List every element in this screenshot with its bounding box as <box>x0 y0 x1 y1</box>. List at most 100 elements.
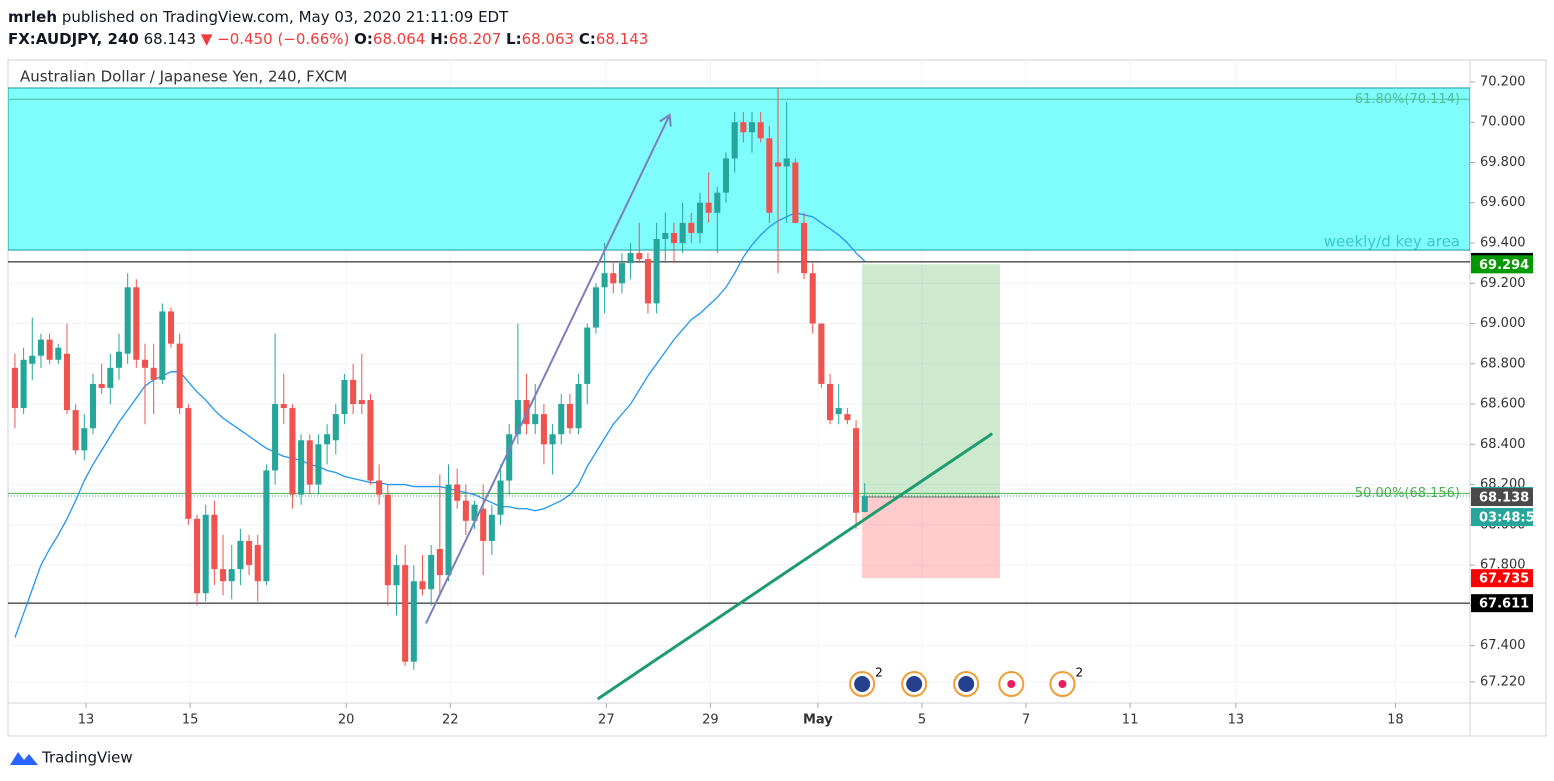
y-tick-label: 70.200 <box>1480 74 1526 89</box>
stop-zone <box>862 497 1001 579</box>
candle-body <box>72 410 79 451</box>
y-tick-label: 67.220 <box>1480 674 1526 689</box>
candle-body <box>141 359 149 368</box>
price-badge-label: 67.611 <box>1479 597 1529 612</box>
candle-body <box>679 222 686 243</box>
candle-body <box>419 581 426 590</box>
candle-body <box>740 122 747 133</box>
candle-body <box>575 383 582 429</box>
ohlc-value: 68.063 <box>521 30 575 48</box>
candle-body <box>254 544 261 582</box>
candle-body <box>853 428 860 513</box>
candle-body <box>63 353 71 411</box>
candle-body <box>514 400 521 435</box>
candle-body <box>263 470 270 582</box>
candle-body <box>644 259 651 304</box>
candle-body <box>584 327 591 384</box>
x-tick-label: 11 <box>1122 713 1139 728</box>
y-tick-label: 69.600 <box>1480 195 1526 210</box>
last: 68.143 <box>143 30 197 48</box>
price-badge <box>1471 569 1533 588</box>
y-tick-label: 70.000 <box>1480 115 1526 130</box>
header: mrleh published on TradingView.com, May … <box>8 6 648 50</box>
candle-body <box>566 404 573 429</box>
candle-body <box>341 379 348 415</box>
candle-body <box>549 434 556 445</box>
candle-body <box>272 404 279 471</box>
candle-body <box>809 273 816 324</box>
candle-body <box>11 367 18 409</box>
price-badge <box>1471 488 1533 507</box>
price-badge-label: 69.294 <box>1479 258 1529 273</box>
fib-label: 50.00%(68.156) <box>1355 486 1460 501</box>
overlay: 67.22067.40067.60067.80068.00068.20068.4… <box>20 68 1544 728</box>
candle-body <box>670 232 677 243</box>
y-tick-label: 69.400 <box>1480 235 1526 250</box>
brand: TradingView <box>41 749 133 767</box>
change: −0.450 (−0.66%) <box>217 30 350 48</box>
candle-body <box>861 496 868 512</box>
candle-body <box>89 383 97 429</box>
candle-body <box>98 383 105 388</box>
candle-body <box>37 339 44 356</box>
x-tick-label: 27 <box>598 713 615 728</box>
candle-body <box>167 311 175 344</box>
candle-body <box>194 518 201 594</box>
candle-body <box>540 414 547 445</box>
candle-body <box>627 253 634 264</box>
candle-body <box>202 514 209 594</box>
candle-body <box>246 540 253 566</box>
candle-body <box>688 222 695 233</box>
x-tick-label: 13 <box>1228 713 1245 728</box>
ohlc-value: 68.064 <box>372 30 426 48</box>
logo-icon <box>10 752 38 765</box>
candle-body <box>402 565 409 662</box>
candle-body <box>792 162 799 223</box>
candle-body <box>350 379 357 405</box>
candle-body <box>237 540 244 570</box>
logo <box>10 752 38 765</box>
trend-line <box>596 432 994 701</box>
candle-body <box>801 222 808 274</box>
y-tick-label: 68.400 <box>1480 437 1526 452</box>
candle-body <box>653 238 660 304</box>
candle-body <box>410 581 417 662</box>
x-tick-label: 7 <box>1022 713 1030 728</box>
candle-body <box>618 263 625 284</box>
quote-line: FX:AUDJPY, 240 68.143 ▼ −0.450 (−0.66%) … <box>8 28 648 50</box>
candle-body <box>818 323 825 384</box>
candle-body <box>835 408 842 415</box>
event-dot <box>906 676 923 692</box>
candle-body <box>783 158 790 167</box>
arrow <box>425 113 672 624</box>
candle-body <box>185 408 192 519</box>
target-zone <box>862 264 1001 498</box>
fib-label: 61.80%(70.114) <box>1355 92 1460 107</box>
candle-body <box>445 484 452 576</box>
candle-body <box>306 440 313 485</box>
candle-body <box>176 343 183 409</box>
candle-body <box>228 569 235 582</box>
ohlc-label: L: <box>506 30 522 48</box>
price-badge-label: 68.138 <box>1479 491 1529 506</box>
direction: ▼ <box>200 30 213 48</box>
candle-body <box>358 400 365 405</box>
price-badge <box>1471 508 1533 527</box>
candle-body <box>722 158 730 193</box>
candle-body <box>558 404 565 435</box>
candle-body <box>220 569 227 582</box>
candle-body <box>280 404 287 409</box>
event-dot <box>1058 680 1067 688</box>
candle-body <box>662 232 669 239</box>
candle-body <box>436 548 443 576</box>
event-dot <box>1007 680 1016 688</box>
x-tick-label: 22 <box>442 713 459 728</box>
key-zone <box>8 87 1470 251</box>
candle-body <box>488 514 495 541</box>
candle-body <box>20 359 27 409</box>
candle-body <box>705 202 712 213</box>
ohlc-value: 68.207 <box>448 30 502 48</box>
event-dot <box>854 676 871 692</box>
candle-body <box>766 138 773 213</box>
